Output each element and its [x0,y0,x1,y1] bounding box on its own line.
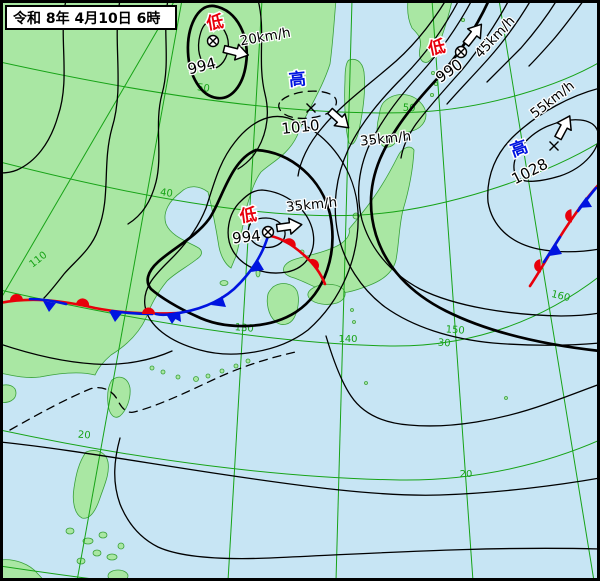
parallel-20n [0,429,600,481]
parallel-10n [0,565,113,581]
isobar-line [446,0,532,105]
isobar-line [146,148,334,328]
isobar-line [358,0,600,317]
graticule-label: 50 [402,103,415,115]
front-layer [0,181,600,324]
pressure-value: 994 [231,227,261,248]
coastline-taiwan [107,376,131,418]
isobar-line-dashed [9,350,301,431]
graticule-label: 30 [437,338,450,350]
isobar-line [369,0,600,353]
graticule-label: 130 [234,322,254,335]
isobar-line [127,0,169,225]
island-dots [65,17,508,581]
isobar-line [144,115,359,355]
graticule-label: 140 [338,334,357,345]
low-center-icon [206,34,220,48]
low-label: 低 [204,11,225,35]
isobar-line [227,189,315,274]
isobar-line [334,0,600,346]
coastline-kamchatka [407,0,453,63]
isobar-line [400,0,510,159]
isobar-line [43,0,121,299]
warm-front [268,234,327,286]
isobar-line [0,343,173,366]
title-text: 令和 8年 4月10日 6時 [12,10,160,27]
meridian-160e [498,0,595,581]
wind-arrow-icon [326,107,350,129]
system-marks [206,34,559,239]
wind-speed-label: 35km/h [285,194,338,215]
wind-arrow-icon [275,217,303,235]
isobar-line [0,441,600,496]
parallel-40n [0,141,600,217]
wind-arrow-icon [222,43,250,61]
parallel-50n [0,61,600,114]
graticule-label: 150 [445,324,465,336]
isobar-line [197,21,229,69]
graticule-label: 20 [460,469,473,480]
isobar-line [114,437,600,560]
wind-arrows [222,23,572,235]
meridian-120e [76,0,183,581]
low-label: 低 [237,204,258,227]
meridian-140e [335,0,353,581]
coastline-luzon [72,450,109,519]
high-center-icon [549,141,559,151]
parallel-30n [0,275,600,347]
wind-arrow-icon [462,23,483,47]
graticule-label: 20 [77,429,91,441]
coastline-asia-continent [0,0,337,378]
isobar-line [486,0,558,83]
isobar-line [325,335,600,427]
meridian-130e [227,0,263,581]
isobar-line-dashed [278,90,337,120]
low-center-icon [454,45,468,59]
graticule-label: 40 [159,187,173,200]
graticule-label: 160 [550,289,571,304]
pressure-value: 1010 [281,116,321,138]
low-center-icon [261,225,275,239]
title-box-frame [5,5,177,30]
isobar-line [237,0,268,170]
coastline-hainan [0,384,17,403]
wind-arrow-icon [554,115,572,141]
wind-speed-label: 35km/h [359,128,412,149]
isobar-line [186,4,249,100]
title-box: 令和 8年 4月10日 6時 [5,5,177,30]
stationary-front-east [528,181,600,288]
isobar-line [0,0,67,174]
high-center-icon [306,103,316,113]
meridian-110e [0,0,176,301]
isobar-line [528,0,585,67]
cold-front [154,234,270,322]
high-label: 高 [288,68,307,91]
isobar-line [297,0,447,177]
